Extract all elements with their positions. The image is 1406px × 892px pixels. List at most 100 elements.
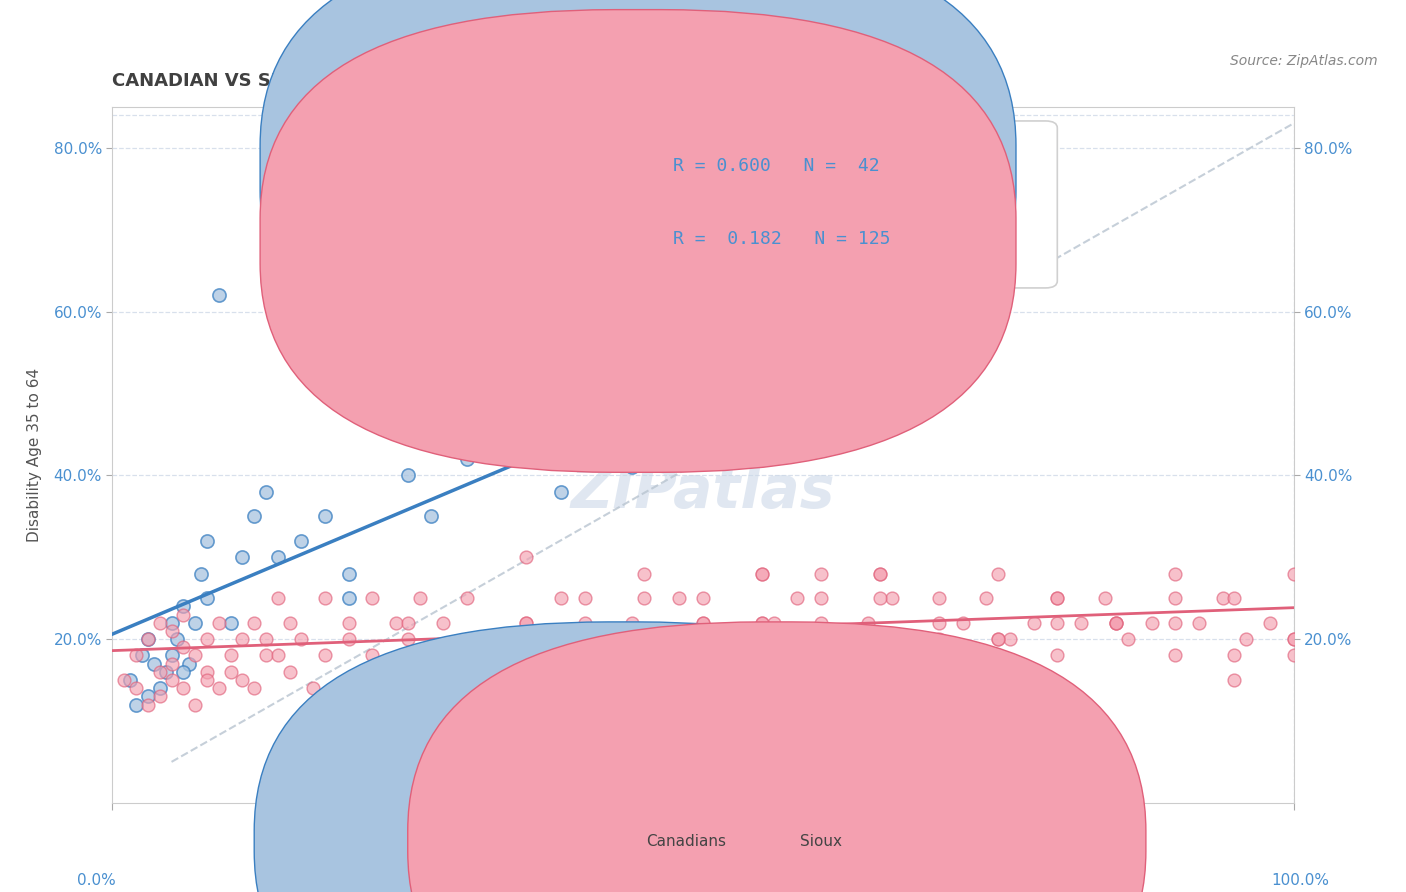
Point [112,673,135,687]
Text: Source: ZipAtlas.com: Source: ZipAtlas.com [1230,54,1378,68]
Text: 100.0%: 100.0% [1271,872,1329,888]
Point [810,345,832,359]
Point [172,607,194,622]
Point [385,615,408,630]
Point [195,591,218,606]
Point [692,386,714,401]
Point [1188,615,1211,630]
FancyBboxPatch shape [585,121,1057,288]
Point [1164,566,1187,581]
Point [314,591,336,606]
Point [131,648,153,663]
Point [195,665,218,679]
Text: R =  0.182   N = 125: R = 0.182 N = 125 [673,230,891,248]
Point [267,648,290,663]
Point [515,403,537,417]
Point [337,615,360,630]
Point [1070,615,1092,630]
Point [574,632,596,646]
Point [716,632,738,646]
Point [751,615,773,630]
Point [243,681,266,696]
Point [1094,591,1116,606]
Point [1105,615,1128,630]
Point [231,673,253,687]
Point [125,681,148,696]
Point [479,648,502,663]
Point [125,648,148,663]
Point [858,615,880,630]
Point [952,615,974,630]
FancyBboxPatch shape [260,0,1017,400]
Point [621,615,644,630]
Point [751,403,773,417]
Point [184,648,207,663]
Point [1164,591,1187,606]
Point [149,681,172,696]
Point [987,632,1010,646]
Point [337,566,360,581]
Point [314,509,336,524]
Point [998,632,1021,646]
Point [219,648,242,663]
Point [1116,632,1139,646]
Point [396,615,419,630]
Point [361,648,384,663]
Point [195,673,218,687]
Point [574,591,596,606]
Point [515,615,537,630]
Point [314,648,336,663]
Point [195,533,218,548]
Point [208,615,231,630]
Point [184,698,207,712]
Point [810,566,832,581]
Point [254,648,277,663]
Point [120,673,142,687]
Point [810,615,832,630]
Y-axis label: Disability Age 35 to 64: Disability Age 35 to 64 [28,368,42,542]
Point [621,460,644,475]
Point [574,443,596,458]
Point [219,665,242,679]
Point [1282,632,1305,646]
Point [456,632,478,646]
Point [243,509,266,524]
Point [574,615,596,630]
Point [337,632,360,646]
Point [136,690,159,704]
Point [928,648,950,663]
Point [149,615,172,630]
Point [172,599,194,614]
Point [184,615,207,630]
Point [290,533,312,548]
Point [740,648,762,663]
Point [1282,566,1305,581]
Point [751,566,773,581]
Point [243,615,266,630]
Point [361,591,384,606]
Point [1223,648,1246,663]
Point [1164,615,1187,630]
Text: ZIPatlas: ZIPatlas [571,463,835,520]
Point [155,665,177,679]
Point [149,690,172,704]
Point [195,632,218,646]
Point [1105,615,1128,630]
Point [1046,615,1069,630]
Text: R = 0.600   N =  42: R = 0.600 N = 42 [673,157,880,175]
Point [550,591,572,606]
Point [456,632,478,646]
Point [928,615,950,630]
Point [1282,632,1305,646]
Point [219,615,242,630]
Point [869,566,891,581]
Text: Canadians: Canadians [647,833,727,848]
Point [1212,591,1234,606]
Point [179,657,201,671]
Point [278,665,301,679]
Point [125,698,148,712]
Point [208,681,231,696]
Point [456,452,478,467]
Point [668,370,690,384]
Point [166,632,188,646]
